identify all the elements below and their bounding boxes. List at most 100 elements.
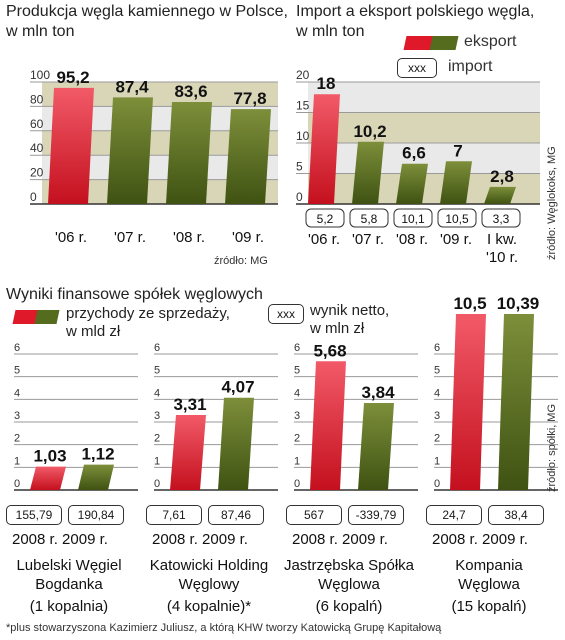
trade-category-label: '07 r. bbox=[352, 231, 384, 248]
finance-value-label: 3,84 bbox=[361, 383, 395, 402]
company-name: Katowicki Holding Węglowy bbox=[149, 557, 269, 593]
net-result-box: 24,7 bbox=[426, 505, 482, 525]
footnote: *plus stowarzyszona Kazimierz Juliusz, a… bbox=[6, 622, 442, 634]
year-labels: 2008 r. 2009 r. bbox=[152, 531, 248, 548]
company-name: Jastrzębska Spółka Węglowa bbox=[283, 557, 415, 593]
finance-bar bbox=[218, 397, 254, 490]
trade-export-bar bbox=[440, 161, 472, 204]
company-mines: (4 kopalnie)* bbox=[166, 598, 252, 615]
finance-panel-4-tick-label: 1 bbox=[434, 455, 440, 467]
production-title: Produkcja węgla kamiennego w Polsce, w m… bbox=[6, 3, 288, 40]
finance-panel-2-tick-label: 3 bbox=[154, 410, 160, 422]
finance-value-label: 4,07 bbox=[221, 378, 254, 397]
trade-tick-label: 10 bbox=[296, 129, 310, 143]
finance-panel-4-tick-label: 5 bbox=[434, 365, 440, 377]
finance-panel-4-tick-label: 4 bbox=[434, 387, 440, 399]
finance-value-label: 3,31 bbox=[173, 395, 206, 414]
finance-panel-2-tick-label: 6 bbox=[154, 342, 160, 354]
trade-band bbox=[308, 112, 540, 143]
finance-title: Wyniki finansowe spółek węglowych bbox=[6, 286, 263, 303]
trade-export-label: 2,8 bbox=[490, 167, 514, 186]
production-value-label: 87,4 bbox=[115, 77, 149, 96]
net-result-box: -339,79 bbox=[348, 505, 404, 525]
legend-import-label: import bbox=[448, 58, 493, 75]
trade-tick-label: 0 bbox=[296, 190, 303, 204]
finance-value-label: 10,5 bbox=[453, 294, 486, 313]
year-labels: 2008 r. 2009 r. bbox=[432, 531, 528, 548]
finance-bar bbox=[450, 314, 486, 490]
finance-panel-4-tick-label: 2 bbox=[434, 433, 440, 445]
finance-value-label: 10,39 bbox=[497, 294, 540, 313]
production-value-label: 95,2 bbox=[56, 68, 89, 87]
trade-import-box bbox=[481, 208, 521, 228]
trade-category-label: '09 r. bbox=[440, 231, 472, 248]
finance-bar bbox=[170, 414, 206, 490]
trade-export-bar bbox=[308, 94, 340, 204]
trade-category-label: '06 r. bbox=[308, 231, 340, 248]
net-result-box: 155,79 bbox=[6, 505, 62, 525]
finance-panel-2-tick-label: 1 bbox=[154, 455, 160, 467]
year-labels: 2008 r. 2009 r. bbox=[292, 531, 388, 548]
trade-category-label: '10 r. bbox=[486, 249, 518, 266]
trade-import-label: 10,5 bbox=[445, 212, 469, 226]
legend-import-box: xxx bbox=[397, 58, 437, 78]
trade-tick-label: 20 bbox=[296, 68, 310, 82]
finance-panel-3-tick-label: 3 bbox=[294, 410, 300, 422]
finance-panel-2-tick-label: 4 bbox=[154, 387, 160, 399]
trade-export-bar bbox=[484, 186, 516, 204]
finance-panel-3-tick-label: 1 bbox=[294, 455, 300, 467]
trade-source: źródło: Węglokoks, MG bbox=[546, 146, 558, 260]
year-labels: 2008 r. 2009 r. bbox=[12, 531, 108, 548]
net-result-box: 190,84 bbox=[68, 505, 124, 525]
trade-export-label: 10,2 bbox=[353, 122, 386, 141]
finance-panel-3-tick-label: 4 bbox=[294, 387, 300, 399]
legend-revenue-swatch bbox=[12, 310, 60, 324]
trade-import-box bbox=[349, 208, 389, 228]
production-bar bbox=[225, 109, 271, 204]
production-bar bbox=[48, 87, 94, 204]
legend-export-label: eksport bbox=[464, 33, 517, 50]
finance-panel-3-tick-label: 0 bbox=[294, 478, 300, 490]
finance-panel-2-tick-label: 0 bbox=[154, 478, 160, 490]
finance-panel-3-tick-label: 2 bbox=[294, 433, 300, 445]
trade-import-label: 3,3 bbox=[493, 212, 510, 226]
finance-panel-1-tick-label: 1 bbox=[14, 455, 20, 467]
trade-category-label: I kw. bbox=[487, 231, 517, 248]
finance-panel-4-tick-label: 6 bbox=[434, 342, 440, 354]
production-tick-label: 0 bbox=[30, 190, 37, 204]
trade-export-bar bbox=[352, 141, 384, 204]
trade-band bbox=[308, 82, 540, 113]
trade-import-box bbox=[305, 208, 345, 228]
trade-import-box bbox=[393, 208, 433, 228]
finance-panel-3-tick-label: 5 bbox=[294, 365, 300, 377]
finance-bar bbox=[310, 361, 346, 490]
trade-import-box bbox=[437, 208, 477, 228]
trade-import-label: 10,1 bbox=[401, 212, 425, 226]
net-result-box: 7,61 bbox=[146, 505, 202, 525]
production-category-label: '07 r. bbox=[114, 229, 146, 246]
trade-export-label: 7 bbox=[453, 141, 462, 160]
production-value-label: 83,6 bbox=[174, 82, 207, 101]
production-tick-label: 100 bbox=[30, 68, 50, 82]
finance-panel-4-tick-label: 0 bbox=[434, 478, 440, 490]
trade-tick-label: 15 bbox=[296, 99, 310, 113]
finance-panel-2-tick-label: 2 bbox=[154, 433, 160, 445]
finance-panel-1-tick-label: 6 bbox=[14, 342, 20, 354]
finance-source: źródło: spółki, MG bbox=[546, 403, 558, 492]
production-category-label: '08 r. bbox=[173, 229, 205, 246]
trade-import-label: 5,8 bbox=[361, 212, 378, 226]
finance-panel-4-tick-label: 3 bbox=[434, 410, 440, 422]
finance-panel-2-tick-label: 5 bbox=[154, 365, 160, 377]
company-mines: (15 kopalń) bbox=[451, 598, 527, 615]
finance-value-label: 5,68 bbox=[313, 341, 346, 360]
finance-value-label: 1,03 bbox=[33, 447, 66, 466]
net-result-box: 567 bbox=[286, 505, 342, 525]
production-bar bbox=[166, 102, 212, 204]
company-mines: (1 kopalnia) bbox=[29, 598, 109, 615]
company-mines: (6 kopalń) bbox=[315, 598, 383, 615]
production-tick-label: 80 bbox=[30, 92, 44, 106]
production-source: źródło: MG bbox=[214, 255, 268, 267]
trade-title: Import a eksport polskiego węgla, w mln … bbox=[296, 3, 535, 40]
finance-bar bbox=[498, 314, 534, 490]
